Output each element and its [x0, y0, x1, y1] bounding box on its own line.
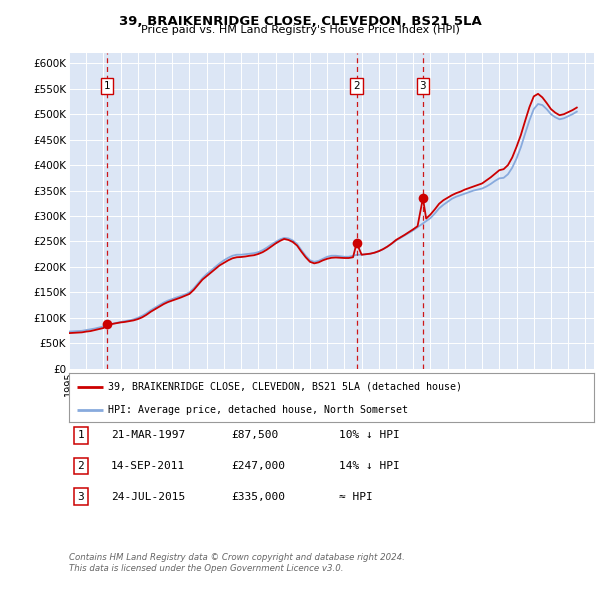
Text: 3: 3	[419, 81, 426, 91]
Text: 14-SEP-2011: 14-SEP-2011	[111, 461, 185, 471]
Text: Contains HM Land Registry data © Crown copyright and database right 2024.: Contains HM Land Registry data © Crown c…	[69, 553, 405, 562]
Text: 39, BRAIKENRIDGE CLOSE, CLEVEDON, BS21 5LA: 39, BRAIKENRIDGE CLOSE, CLEVEDON, BS21 5…	[119, 15, 481, 28]
Text: 10% ↓ HPI: 10% ↓ HPI	[339, 431, 400, 440]
Text: 14% ↓ HPI: 14% ↓ HPI	[339, 461, 400, 471]
Text: Price paid vs. HM Land Registry's House Price Index (HPI): Price paid vs. HM Land Registry's House …	[140, 25, 460, 35]
Text: £335,000: £335,000	[231, 492, 285, 502]
Text: 2: 2	[77, 461, 85, 471]
Text: 3: 3	[77, 492, 85, 502]
Text: £247,000: £247,000	[231, 461, 285, 471]
Text: 1: 1	[104, 81, 110, 91]
Text: 24-JUL-2015: 24-JUL-2015	[111, 492, 185, 502]
Text: 39, BRAIKENRIDGE CLOSE, CLEVEDON, BS21 5LA (detached house): 39, BRAIKENRIDGE CLOSE, CLEVEDON, BS21 5…	[109, 382, 463, 392]
Text: ≈ HPI: ≈ HPI	[339, 492, 373, 502]
Text: 1: 1	[77, 431, 85, 440]
Text: 21-MAR-1997: 21-MAR-1997	[111, 431, 185, 440]
Text: 2: 2	[353, 81, 360, 91]
Text: This data is licensed under the Open Government Licence v3.0.: This data is licensed under the Open Gov…	[69, 565, 343, 573]
Text: HPI: Average price, detached house, North Somerset: HPI: Average price, detached house, Nort…	[109, 405, 409, 415]
Text: £87,500: £87,500	[231, 431, 278, 440]
